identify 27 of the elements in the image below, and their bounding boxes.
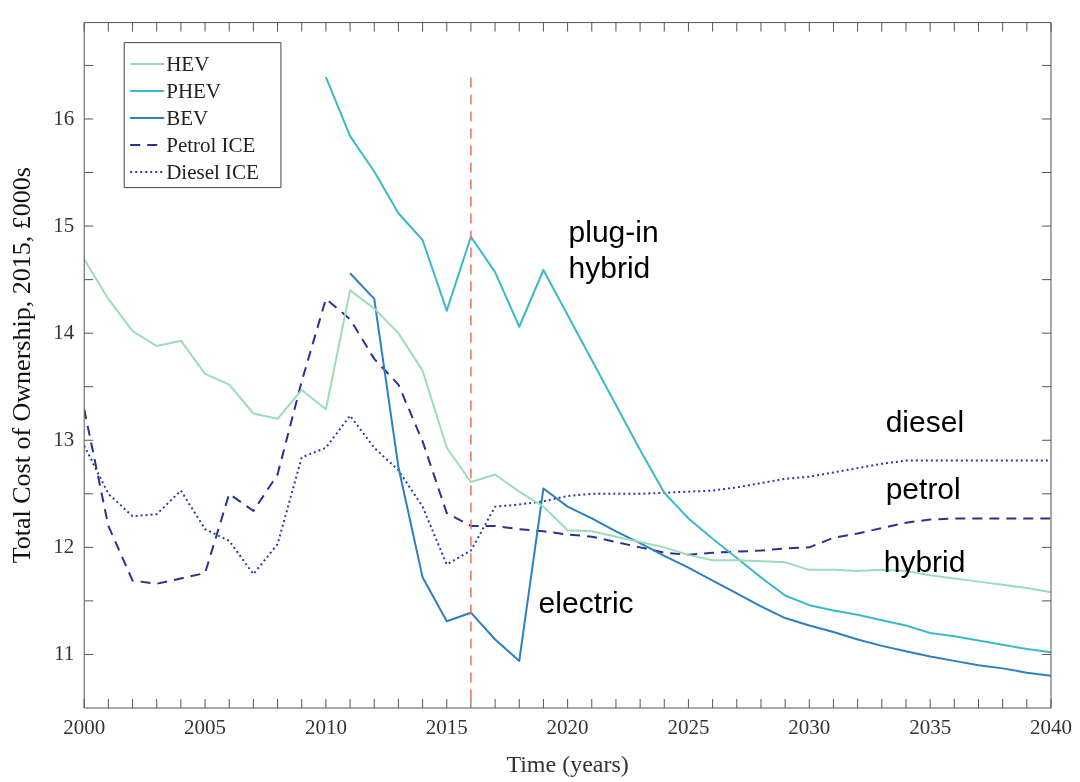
legend-label: BEV	[166, 105, 209, 130]
annotation: electric	[538, 586, 634, 620]
legend-label: PHEV	[166, 78, 222, 103]
x-tick-label: 2030	[788, 715, 831, 740]
annotation: plug-in hybrid	[568, 215, 659, 285]
y-axis-title: Total Cost of Ownership, 2015, £000s	[7, 167, 37, 564]
annotation: petrol	[885, 471, 961, 505]
legend-label: HEV	[166, 51, 210, 76]
x-tick-label: 2005	[184, 715, 227, 740]
annotation: diesel	[885, 404, 965, 438]
y-tick-label: 12	[53, 533, 75, 558]
annotation: hybrid	[883, 545, 966, 579]
x-tick-label: 2040	[1030, 715, 1072, 740]
x-axis-title: Time (years)	[506, 750, 629, 777]
y-tick-label: 14	[53, 319, 75, 344]
y-tick-label: 13	[53, 426, 75, 451]
x-tick-label: 2020	[546, 715, 589, 740]
x-tick-label: 2035	[909, 715, 952, 740]
x-tick-label: 2000	[63, 715, 106, 740]
legend-label: Diesel ICE	[166, 159, 259, 184]
x-tick-label: 2025	[667, 715, 710, 740]
legend-label: Petrol ICE	[166, 132, 256, 157]
x-tick-label: 2015	[425, 715, 468, 740]
x-tick-label: 2010	[304, 715, 347, 740]
y-tick-label: 16	[53, 105, 75, 130]
y-tick-label: 11	[53, 640, 75, 665]
y-tick-label: 15	[53, 212, 75, 237]
